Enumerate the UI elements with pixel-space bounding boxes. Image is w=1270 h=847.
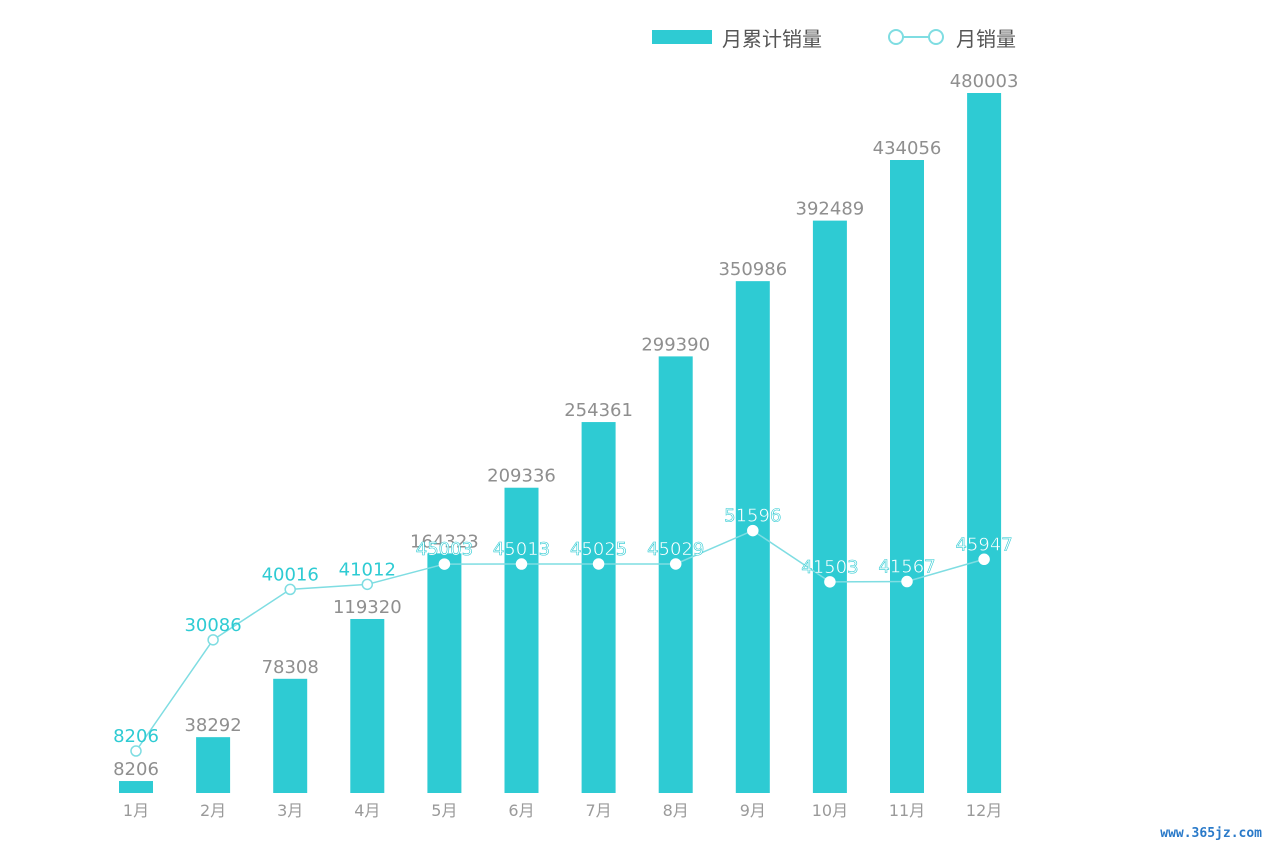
- x-tick-label-4: 4月: [354, 801, 380, 820]
- bar-label-3: 78308: [262, 657, 319, 678]
- bar-label-12: 480003: [950, 71, 1019, 92]
- line-point-5: [438, 558, 451, 570]
- x-tick-label-11: 11月: [889, 801, 925, 820]
- bar-10: [812, 220, 847, 793]
- line-point-11: [901, 575, 913, 588]
- x-tick-label-10: 10月: [812, 801, 848, 820]
- x-tick-label-9: 9月: [740, 801, 766, 820]
- line-label-12: 45947: [955, 534, 1012, 555]
- bar-labels-layer: 8206 38292 78308 119320 164323 209336 254361 29…: [113, 71, 1018, 780]
- line-label-11: 41567: [878, 557, 935, 578]
- line-label-10: 41503: [801, 557, 858, 578]
- line-point-10: [824, 576, 836, 588]
- bar-11: [890, 160, 924, 793]
- bar-label-8: 299390: [641, 334, 710, 355]
- legend-line: [896, 36, 936, 38]
- legend-label-cumulative: 月累计销量: [722, 26, 822, 51]
- x-tick-label-1: 1月: [123, 801, 149, 820]
- line-label-8: 45029: [647, 539, 704, 560]
- bar-label-11: 434056: [873, 138, 942, 159]
- line-label-7: 45025: [570, 539, 627, 560]
- legend-line-swatch: [888, 29, 944, 45]
- legend-bar-swatch: [652, 30, 712, 44]
- legend-dot-left: [888, 29, 904, 45]
- bar-label-2: 38292: [184, 715, 241, 736]
- x-axis-ticks: 1月 2月 3月 4月 5月 6月 7月 8月 9月 10月 11月 12月: [123, 801, 1002, 820]
- bar-label-5: 164323: [410, 531, 479, 552]
- x-tick-label-8: 8月: [663, 801, 689, 820]
- line-label-4: 41012: [339, 559, 396, 580]
- bar-6: [504, 487, 539, 793]
- line-label-6: 45013: [493, 539, 550, 560]
- legend-label-monthly: 月销量: [956, 26, 1016, 51]
- line-layer: [130, 524, 990, 757]
- bar-label-1: 8206: [113, 759, 159, 780]
- legend-item-cumulative[interactable]: 月累计销量: [652, 24, 822, 51]
- line-label-5: 45003: [416, 539, 473, 560]
- line-point-2: [207, 634, 219, 646]
- x-tick-label-12: 12月: [966, 801, 1002, 820]
- bar-label-6: 209336: [487, 466, 556, 487]
- legend-item-monthly[interactable]: 月销量: [888, 24, 1016, 51]
- monthly-sales-line: [135, 529, 985, 752]
- line-point-6: [515, 558, 528, 570]
- bars-layer: [119, 93, 1002, 793]
- bar-12: [967, 93, 1002, 793]
- bar-3: [273, 678, 308, 793]
- line-labels-layer: 8206 30086 40016 41012 45003 45013 45025 45029 5…: [113, 505, 1013, 747]
- x-tick-label-7: 7月: [586, 801, 612, 820]
- bar-7: [581, 422, 616, 793]
- bar-label-7: 254361: [564, 400, 633, 421]
- line-point-12: [978, 553, 990, 566]
- watermark: www.365jz.com: [1160, 826, 1262, 841]
- bar-1: [119, 781, 153, 793]
- bar-label-9: 350986: [718, 259, 787, 280]
- x-tick-label-3: 3月: [277, 801, 303, 820]
- line-point-1: [130, 745, 142, 757]
- bar-8: [658, 356, 693, 793]
- bar-label-10: 392489: [796, 199, 865, 220]
- line-point-3: [284, 583, 296, 596]
- bar-5: [427, 553, 462, 793]
- x-tick-label-2: 2月: [200, 801, 226, 820]
- bar-9: [735, 281, 770, 793]
- legend-dot-right: [928, 29, 944, 45]
- bar-4: [350, 618, 385, 793]
- bar-2: [196, 737, 231, 793]
- line-point-8: [669, 558, 682, 570]
- bar-label-4: 119320: [333, 597, 402, 618]
- line-label-1: 8206: [113, 726, 159, 747]
- x-tick-label-5: 5月: [431, 801, 457, 820]
- line-label-9: 51596: [724, 506, 781, 527]
- line-label-3: 40016: [262, 564, 319, 585]
- x-tick-label-6: 6月: [508, 801, 534, 820]
- line-point-7: [592, 558, 605, 570]
- line-point-9: [747, 524, 759, 537]
- line-point-4: [361, 578, 374, 591]
- line-label-2: 30086: [184, 615, 241, 636]
